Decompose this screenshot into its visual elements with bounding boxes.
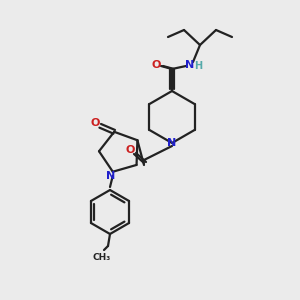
Text: CH₃: CH₃ [93, 253, 111, 262]
Text: O: O [91, 118, 100, 128]
Text: O: O [151, 60, 161, 70]
Text: N: N [106, 171, 116, 181]
Text: H: H [194, 61, 202, 71]
Text: O: O [125, 145, 135, 155]
Text: N: N [185, 60, 195, 70]
Text: N: N [167, 138, 177, 148]
